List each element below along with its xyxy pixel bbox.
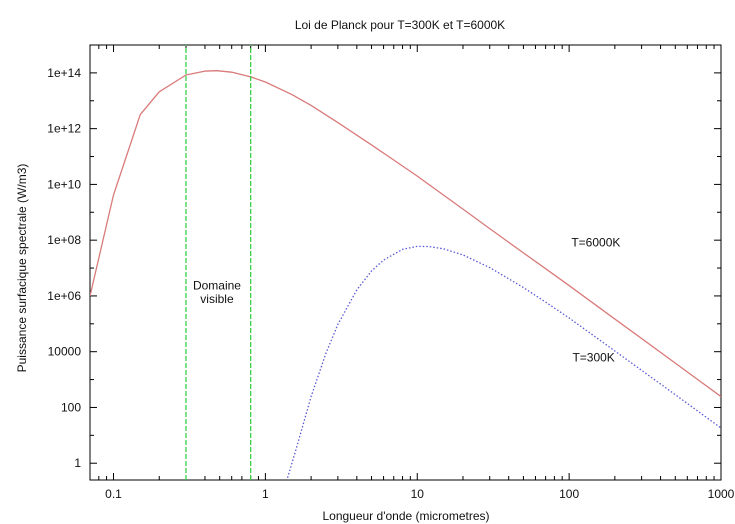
series-line-t300k — [286, 245, 721, 478]
y-axis-label: Puissance surfacique spectrale (W/m3) — [15, 164, 29, 373]
x-tick-label: 1000 — [708, 487, 735, 501]
chart-title: Loi de Planck pour T=300K et T=6000K — [295, 18, 505, 32]
y-tick-label: 100 — [61, 400, 81, 414]
series-label-t300: T=300K — [572, 350, 614, 364]
x-tick-label: 0.1 — [105, 487, 122, 501]
y-tick-label: 1e+12 — [47, 122, 81, 136]
y-tick-label: 1e+14 — [47, 66, 81, 80]
y-tick-label: 1e+06 — [47, 289, 81, 303]
y-tick-label: 10000 — [48, 345, 82, 359]
annotation-domaine: Domaine — [193, 279, 241, 293]
plot-frame — [89, 44, 722, 481]
x-tick-label: 10 — [411, 487, 425, 501]
x-axis-label: Longueur d'onde (micrometres) — [322, 509, 489, 523]
y-tick-label: 1e+10 — [47, 177, 81, 191]
series-line-t6000k — [90, 70, 721, 398]
annotation-visible: visible — [200, 292, 234, 306]
plot-group: 0.1 1 10 100 1000 1 100 10000 1e+06 1e+08 1e+10 1e+… — [47, 44, 735, 501]
x-tick-label: 100 — [559, 487, 579, 501]
series-label-t6000: T=6000K — [571, 235, 620, 249]
x-tick-label: 1 — [262, 487, 269, 501]
y-tick-label: 1 — [74, 456, 81, 470]
y-tick-label: 1e+08 — [47, 233, 81, 247]
